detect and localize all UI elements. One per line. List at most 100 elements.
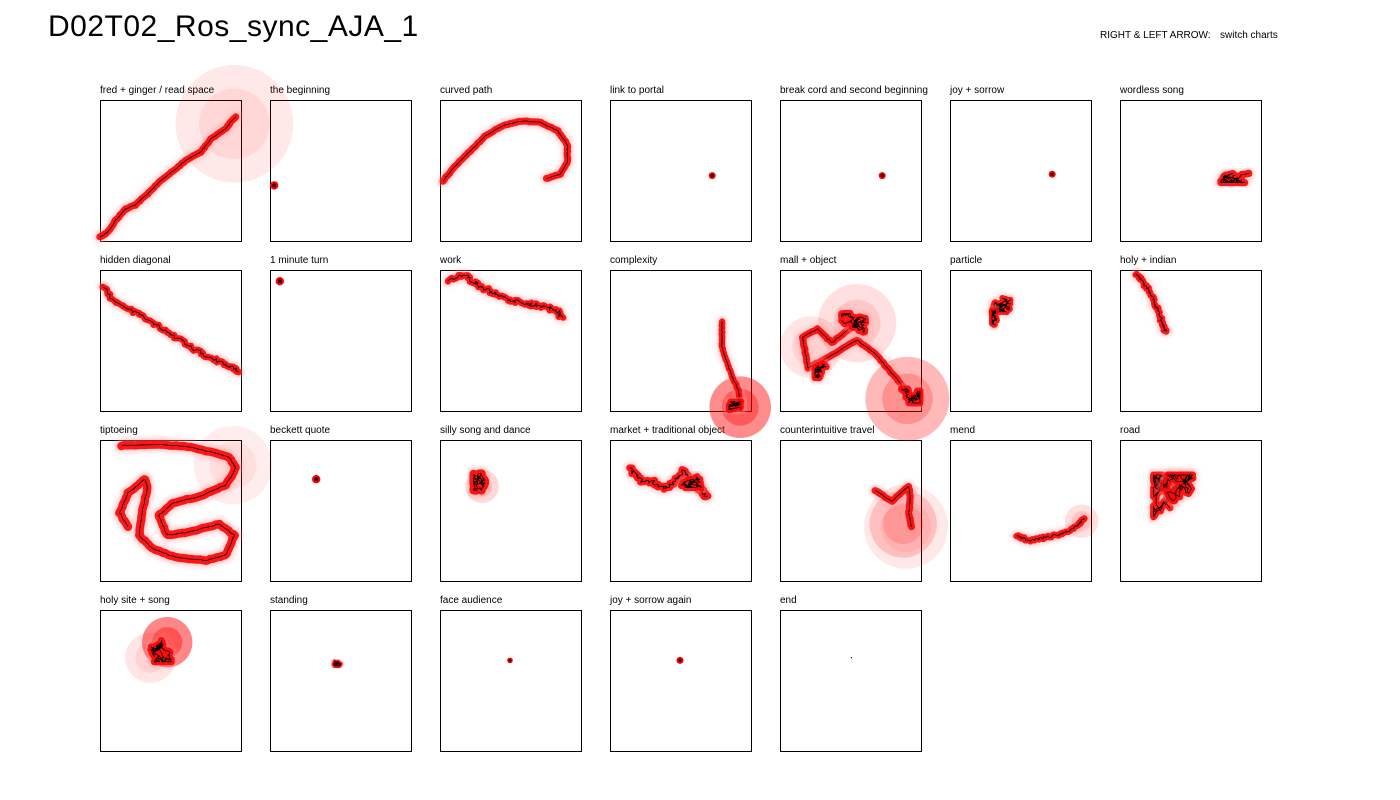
panel-plot xyxy=(465,466,499,504)
trajectory-line xyxy=(814,363,827,379)
panel-plot xyxy=(93,65,294,243)
trajectory-line xyxy=(473,473,486,491)
trajectory-line xyxy=(1016,518,1085,542)
panel-title: silly song and dance xyxy=(440,425,531,436)
panel-frame xyxy=(780,100,922,242)
panel-plot xyxy=(986,292,1016,330)
chart-panel: face audience xyxy=(440,595,582,755)
chart-panel: wordless song xyxy=(1120,85,1262,245)
panel-title: beckett quote xyxy=(270,425,331,436)
position-core xyxy=(272,183,277,188)
panel-title: wordless song xyxy=(1120,85,1184,96)
panel-title: mall + object xyxy=(780,255,837,266)
panel-frame xyxy=(610,610,752,752)
panel-plot xyxy=(1048,170,1056,178)
trajectory-line xyxy=(447,274,564,318)
chart-panel: break cord and second beginning xyxy=(780,85,928,245)
trajectory-line xyxy=(1163,474,1194,502)
panel-title: tiptoeing xyxy=(100,425,138,436)
chart-panel: the beginning xyxy=(270,85,412,245)
panel-plot xyxy=(330,657,345,670)
panel-title: work xyxy=(440,255,462,266)
chart-panel: market + traditional object xyxy=(610,425,752,585)
panel-plot xyxy=(878,172,886,180)
panel-frame xyxy=(270,440,412,582)
panel-title: holy + indian xyxy=(1120,255,1177,266)
chart-panel: mall + object xyxy=(780,255,922,415)
panel-frame xyxy=(1120,440,1262,582)
panel-frame xyxy=(440,440,582,582)
panel-plot xyxy=(112,426,273,568)
trajectory-line xyxy=(118,444,237,562)
chart-panel: joy + sorrow again xyxy=(610,595,752,755)
chart-panel: mend xyxy=(950,425,1092,585)
position-core xyxy=(710,174,714,178)
panel-frame xyxy=(1120,100,1262,242)
chart-panel: standing xyxy=(270,595,412,755)
chart-panel: 1 minute turn xyxy=(270,255,412,415)
panel-frame xyxy=(270,100,412,242)
panel-plot xyxy=(125,617,193,683)
panel-frame xyxy=(780,270,922,412)
chart-panel: road xyxy=(1120,425,1262,585)
trajectory-line xyxy=(150,640,172,663)
panel-frame xyxy=(1120,270,1262,412)
panel-title: curved path xyxy=(440,85,493,96)
trajectory-line xyxy=(841,312,867,333)
panel-title: holy site + song xyxy=(100,595,170,606)
position-core xyxy=(508,659,512,662)
panel-frame xyxy=(780,610,922,752)
panel-plot xyxy=(97,281,244,378)
panel-title: face audience xyxy=(440,595,503,606)
panel-title: particle xyxy=(950,255,983,266)
panel-title: market + traditional object xyxy=(610,425,725,436)
position-core xyxy=(678,658,682,662)
panel-frame xyxy=(100,610,242,752)
panel-title: break cord and second beginning xyxy=(780,85,928,96)
trajectory-line xyxy=(442,120,569,182)
panel-frame xyxy=(440,270,582,412)
chart-panel: holy + indian xyxy=(1120,255,1262,415)
panel-plot xyxy=(623,461,714,503)
trajectory-line xyxy=(102,286,239,373)
chart-panel: holy site + song xyxy=(100,595,242,755)
panel-frame xyxy=(100,100,242,242)
trajectory-line xyxy=(333,661,342,667)
panel-frame xyxy=(950,270,1092,412)
chart-panel: work xyxy=(440,255,582,415)
panel-plot xyxy=(442,269,569,323)
panel-title: link to portal xyxy=(610,85,664,96)
position-core xyxy=(314,477,319,482)
keyboard-hint-keys: RIGHT & LEFT ARROW: xyxy=(1100,30,1211,41)
panel-plot xyxy=(850,657,853,659)
chart-panel: fred + ginger / read space xyxy=(100,85,242,245)
trajectory-line xyxy=(991,310,998,326)
panel-title: complexity xyxy=(610,255,658,266)
chart-panel: complexity xyxy=(610,255,752,415)
panel-title: the beginning xyxy=(270,85,331,96)
panel-frame xyxy=(440,610,582,752)
panel-plot xyxy=(270,181,279,190)
panel-frame xyxy=(270,610,412,752)
panel-title: fred + ginger / read space xyxy=(100,85,215,96)
position-core xyxy=(1050,172,1054,176)
panel-frame xyxy=(950,100,1092,242)
trajectory-line xyxy=(1135,273,1167,332)
panel-title: mend xyxy=(950,425,976,436)
panel-plot xyxy=(507,657,513,664)
panel-plot xyxy=(1147,469,1199,523)
chart-panel: silly song and dance xyxy=(440,425,582,585)
chart-panel: hidden diagonal xyxy=(100,255,242,415)
trajectory-line xyxy=(901,388,921,404)
trajectory-line xyxy=(721,321,741,408)
panel-title: road xyxy=(1120,425,1141,436)
panel-frame xyxy=(780,440,922,582)
panel-title: joy + sorrow again xyxy=(610,595,692,606)
panel-plot xyxy=(1130,268,1172,337)
panel-plot xyxy=(864,480,948,569)
panel-title: hidden diagonal xyxy=(100,255,171,266)
panel-title: joy + sorrow xyxy=(950,85,1005,96)
panel-plot xyxy=(1011,504,1099,547)
chart-panel: end xyxy=(780,595,922,755)
